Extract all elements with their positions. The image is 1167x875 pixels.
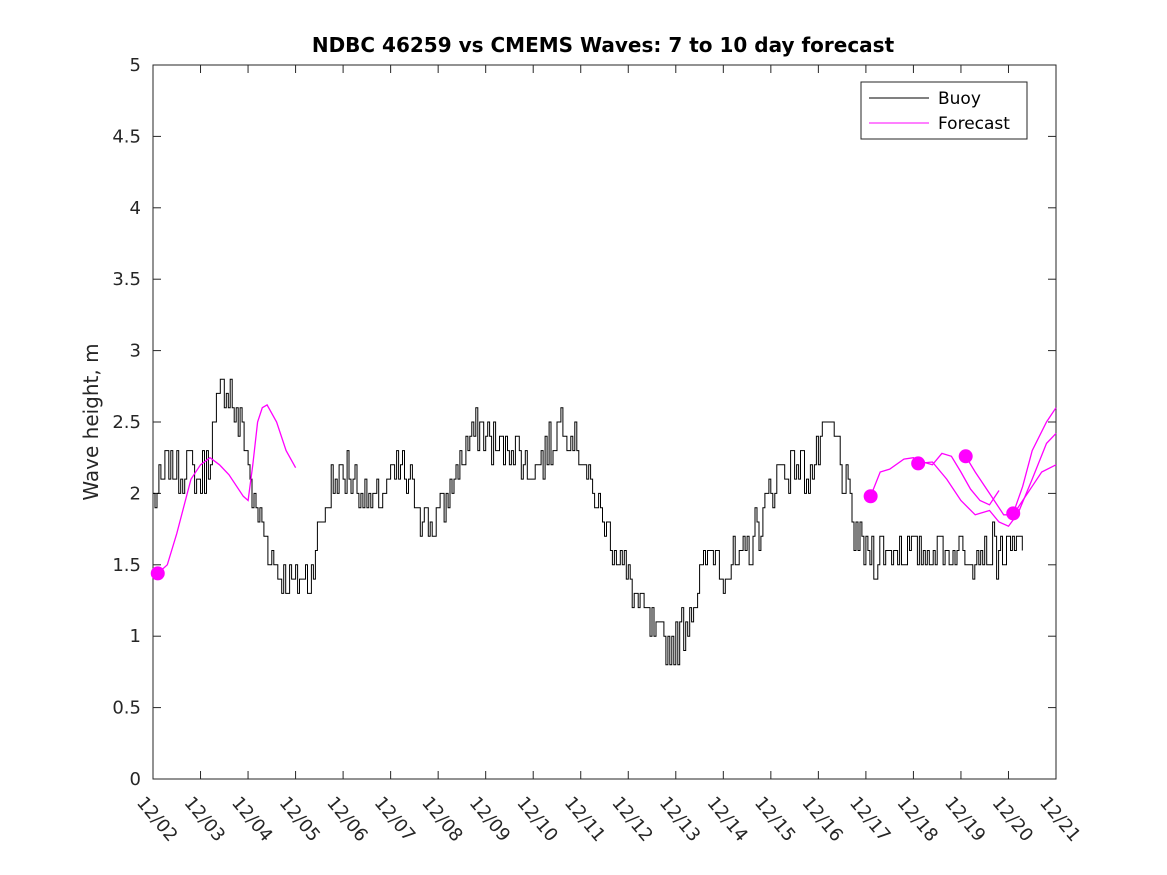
forecast-start-marker	[150, 566, 165, 581]
forecast-start-marker	[911, 456, 926, 471]
forecast-start-marker	[1006, 506, 1021, 521]
buoy-series-line	[153, 378, 1023, 666]
legend-box	[860, 81, 1028, 140]
legend-buoy-label: Buoy	[938, 89, 981, 109]
y-tick-label: 1.5	[112, 555, 141, 576]
y-tick-label: 1	[130, 626, 141, 647]
legend: Buoy Forecast	[860, 81, 1028, 140]
forecast-start-marker	[863, 489, 878, 504]
y-tick-label: 2.5	[112, 412, 141, 433]
forecast-start-marker	[958, 449, 973, 464]
y-axis: 0 0.5 1 1.5 2 2.5 3 3.5 4 4.5 5	[112, 55, 1056, 790]
y-tick-label: 2	[130, 483, 141, 504]
forecast-series-line-2	[869, 452, 1000, 506]
legend-forecast-label: Forecast	[938, 114, 1010, 134]
y-tick-label: 0.5	[112, 698, 141, 719]
plot-area	[152, 64, 1057, 780]
forecast-series-line-5	[1012, 407, 1057, 514]
chart-title: NDBC 46259 vs CMEMS Waves: 7 to 10 day f…	[312, 33, 895, 57]
series-layer	[150, 378, 1057, 666]
forecast-series-line-1	[157, 404, 297, 574]
y-tick-label: 4.5	[112, 126, 141, 147]
forecast-series-line-3	[918, 432, 1057, 528]
y-tick-label: 3.5	[112, 269, 141, 290]
y-tick-label: 4	[130, 198, 141, 219]
y-tick-label: 5	[130, 55, 141, 76]
y-axis-label: Wave height, m	[79, 343, 103, 500]
y-tick-label: 0	[130, 769, 141, 790]
y-tick-label: 3	[130, 341, 141, 362]
